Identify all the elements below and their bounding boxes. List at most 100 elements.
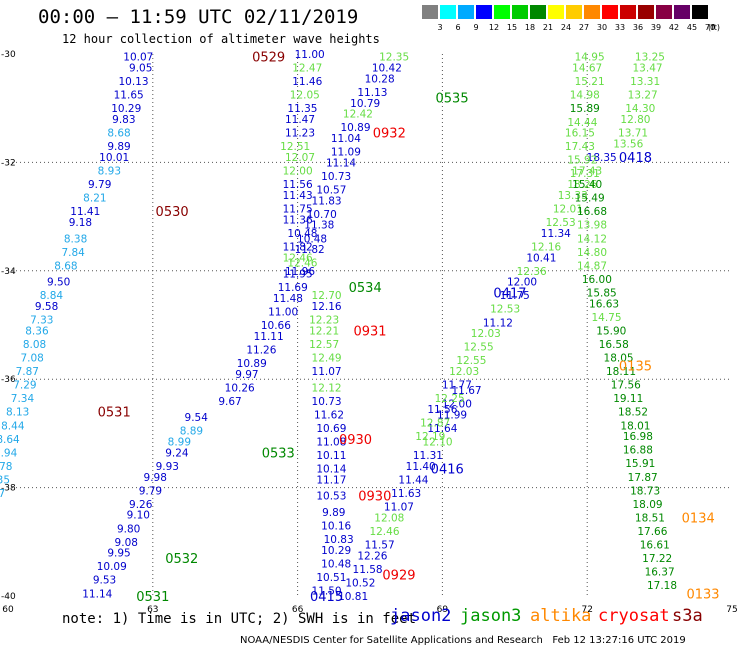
wave-height-point: 17.87 — [628, 472, 658, 484]
wave-height-point: 10.73 — [321, 171, 351, 183]
scale-label: 18 — [524, 23, 536, 32]
scale-unit: (ft) — [707, 23, 721, 32]
wave-height-point: 18.09 — [633, 499, 663, 511]
y-tick-label: -32 — [1, 158, 16, 168]
wave-height-point: 13.27 — [628, 90, 658, 102]
wave-height-point: 10.28 — [365, 73, 395, 85]
wave-height-point: 11.64 — [427, 423, 457, 435]
wave-height-point: 14.87 — [577, 260, 607, 272]
wave-height-point: 9.79 — [139, 485, 162, 497]
track-time-label: 0416 — [431, 463, 464, 478]
wave-height-point: 10.29 — [321, 545, 351, 557]
scale-swatch — [476, 5, 492, 19]
wave-height-point: 15.21 — [575, 76, 605, 88]
wave-height-point: 16.63 — [589, 298, 619, 310]
wave-height-point: 8.89 — [180, 426, 203, 438]
wave-height-point: 11.38 — [304, 220, 334, 232]
wave-height-point: 12.35 — [379, 52, 409, 64]
y-tick-label: -40 — [1, 592, 16, 602]
scale-label: 27 — [578, 23, 590, 32]
track-time-label: 0135 — [619, 360, 652, 375]
scale-label: 30 — [596, 23, 608, 32]
wave-height-point: 12.26 — [357, 550, 387, 562]
wave-height-point: 12.51 — [280, 141, 310, 153]
x-tick-label: 69 — [437, 605, 449, 615]
scale-swatch — [440, 5, 456, 19]
scale-swatch — [674, 5, 690, 19]
wave-height-point: 11.96 — [285, 266, 315, 278]
wave-height-point: 8.38 — [64, 233, 87, 245]
scale-label: 21 — [542, 23, 554, 32]
scale-swatch — [638, 5, 654, 19]
wave-height-point: 7.29 — [13, 380, 36, 392]
wave-height-point: 9.54 — [185, 412, 209, 424]
scale-swatch — [458, 5, 474, 19]
track-time-label: 0415 — [310, 590, 343, 605]
wave-height-point: 16.98 — [623, 431, 653, 443]
wave-height-point: 10.48 — [321, 558, 351, 570]
wave-height-point: 17.22 — [642, 553, 672, 565]
wave-height-point: 9.89 — [322, 507, 345, 519]
wave-height-point: 11.40 — [406, 461, 436, 473]
wave-height-point: 9.18 — [69, 217, 92, 229]
wave-height-point: 13.56 — [613, 138, 643, 150]
wave-height-point: 8.35 — [0, 474, 10, 486]
track-time-label: 0418 — [619, 151, 652, 166]
scale-label: 45 — [686, 23, 698, 32]
wave-height-point: 11.41 — [70, 206, 100, 218]
wave-height-point: 12.01 — [553, 203, 583, 215]
scale-swatch — [584, 5, 600, 19]
wave-height-point: 9.58 — [35, 301, 58, 313]
wave-height-point: 14.30 — [625, 103, 655, 115]
wave-height-point: 12.03 — [471, 328, 501, 340]
wave-height-point: 17.43 — [572, 166, 602, 178]
wave-height-point: 9.67 — [218, 396, 241, 408]
wave-height-point: 11.95 — [283, 269, 313, 281]
wave-height-point: 12.05 — [290, 90, 320, 102]
wave-height-point: 12.36 — [517, 266, 547, 278]
wave-height-point: 12.87 — [420, 418, 450, 430]
wave-height-point: 15.90 — [596, 325, 626, 337]
chart-subtitle: 12 hour collection of altimeter wave hei… — [62, 32, 380, 46]
wave-height-point: 16.00 — [582, 274, 612, 286]
wave-height-point: 11.35 — [287, 103, 317, 115]
wave-height-point: 11.04 — [331, 133, 361, 145]
wave-height-point: 11.46 — [292, 76, 322, 88]
wave-height-point: 13.71 — [618, 128, 648, 140]
scale-swatch — [602, 5, 618, 19]
wave-height-point: 9.83 — [112, 114, 135, 126]
wave-height-point: 11.00 — [295, 49, 325, 61]
wave-height-point: 18.05 — [604, 353, 634, 365]
wave-height-point: 10.81 — [338, 591, 368, 603]
wave-height-point: 8.93 — [98, 166, 121, 178]
y-tick-label: -36 — [1, 375, 16, 385]
wave-height-point: 14.12 — [577, 233, 607, 245]
scale-swatch — [512, 5, 528, 19]
wave-height-point: 7.84 — [61, 247, 85, 259]
wave-height-point: 12.16 — [312, 301, 342, 313]
wave-height-point: 9.97 — [235, 369, 258, 381]
wave-height-point: 12.46 — [283, 252, 313, 264]
track-time-label: 0532 — [165, 552, 198, 567]
wave-height-point: 11.75 — [500, 290, 530, 302]
track-time-label: 0932 — [373, 127, 406, 142]
scale-swatch — [656, 5, 672, 19]
wave-height-point: 12.23 — [309, 315, 339, 327]
wave-height-point: 18.26 — [567, 179, 597, 191]
wave-height-point: 12.10 — [423, 437, 453, 449]
y-tick-label: -38 — [1, 484, 16, 494]
wave-height-point: 10.41 — [526, 252, 556, 264]
track-time-label: 0931 — [353, 324, 386, 339]
wave-height-point: 12.00 — [442, 399, 472, 411]
wave-height-point: 8.08 — [23, 339, 46, 351]
wave-height-point: 10.29 — [111, 103, 141, 115]
wave-height-point: 14.80 — [577, 247, 607, 259]
wave-height-point: 11.17 — [316, 474, 346, 486]
wave-height-point: 18.01 — [620, 420, 650, 432]
scale-label: 3 — [437, 23, 443, 32]
wave-height-point: 9.93 — [156, 461, 179, 473]
wave-height-point: 11.65 — [114, 90, 144, 102]
wave-height-point: 11.14 — [326, 157, 356, 169]
track-time-label: 0134 — [682, 511, 715, 526]
credit-line: NOAA/NESDIS Center for Satellite Applica… — [240, 635, 686, 646]
